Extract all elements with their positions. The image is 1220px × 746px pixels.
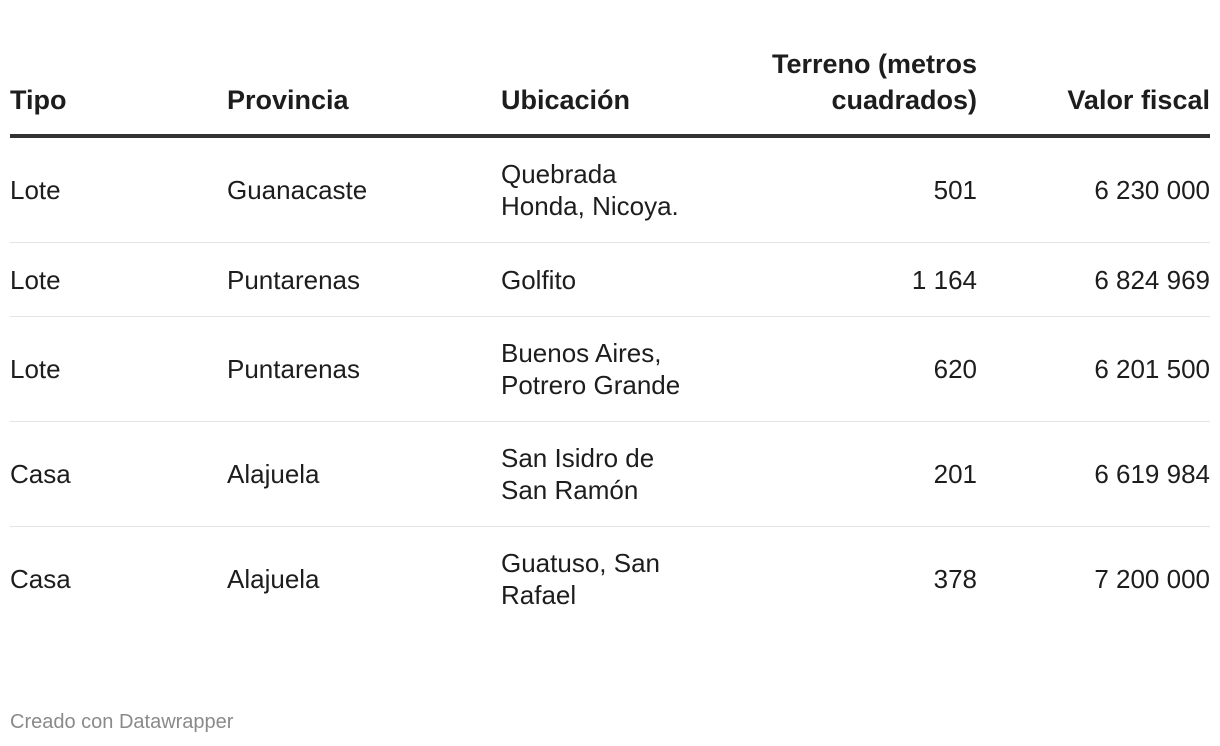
cell-valor-fiscal: 7 200 000 (1094, 564, 1210, 594)
data-table: Tipo Provincia Ubicación Terreno (metros… (10, 0, 1210, 631)
cell-terreno: 201 (701, 421, 977, 527)
cell-ubicacion: Buenos Aires, Potrero Grande (501, 316, 701, 422)
table-row: Lote Guanacaste Quebrada Honda, Nicoya. … (10, 136, 1210, 243)
data-table-container: Tipo Provincia Ubicación Terreno (metros… (10, 0, 1210, 631)
cell-tipo: Lote (10, 242, 227, 317)
table-body: Lote Guanacaste Quebrada Honda, Nicoya. … (10, 136, 1210, 631)
cell-provincia: Alajuela (227, 421, 501, 527)
cell-ubicacion: Golfito (501, 242, 701, 317)
cell-provincia: Guanacaste (227, 136, 501, 243)
cell-valor-fiscal: 6 201 500 (977, 316, 1210, 422)
cell-terreno: 1 164 (701, 242, 977, 317)
table-header: Tipo Provincia Ubicación Terreno (metros… (10, 0, 1210, 138)
header-ubicacion[interactable]: Ubicación (501, 0, 701, 138)
cell-ubicacion: Guatuso, San Rafael (501, 548, 660, 610)
cell-ubicacion: Quebrada Honda, Nicoya. (501, 136, 701, 243)
cell-tipo: Casa (10, 421, 227, 527)
header-tipo[interactable]: Tipo (10, 0, 227, 138)
cell-terreno: 378 (933, 564, 977, 594)
cell-terreno: 620 (701, 316, 977, 422)
cell-tipo: Casa (10, 564, 71, 594)
cell-terreno: 501 (701, 136, 977, 243)
table-row: Lote Puntarenas Buenos Aires, Potrero Gr… (10, 316, 1210, 422)
datawrapper-credit[interactable]: Creado con Datawrapper (10, 711, 234, 733)
header-terreno[interactable]: Terreno (metros cuadrados) (701, 0, 977, 138)
cell-provincia: Puntarenas (227, 316, 501, 422)
cell-valor-fiscal: 6 824 969 (977, 242, 1210, 317)
cell-tipo: Lote (10, 316, 227, 422)
table-row: Casa Alajuela San Isidro de San Ramón 20… (10, 421, 1210, 527)
table-row: Casa Alajuela Guatuso, San Rafael 378 7 … (10, 527, 1210, 632)
cell-valor-fiscal: 6 619 984 (977, 421, 1210, 527)
header-row: Tipo Provincia Ubicación Terreno (metros… (10, 0, 1210, 138)
header-valor-fiscal[interactable]: Valor fiscal (977, 0, 1210, 138)
cell-ubicacion: San Isidro de San Ramón (501, 421, 701, 527)
cell-valor-fiscal: 6 230 000 (977, 136, 1210, 243)
cell-provincia: Alajuela (227, 564, 320, 594)
header-provincia[interactable]: Provincia (227, 0, 501, 138)
table-row: Lote Puntarenas Golfito 1 164 6 824 969 (10, 242, 1210, 317)
cell-tipo: Lote (10, 136, 227, 243)
cell-provincia: Puntarenas (227, 242, 501, 317)
